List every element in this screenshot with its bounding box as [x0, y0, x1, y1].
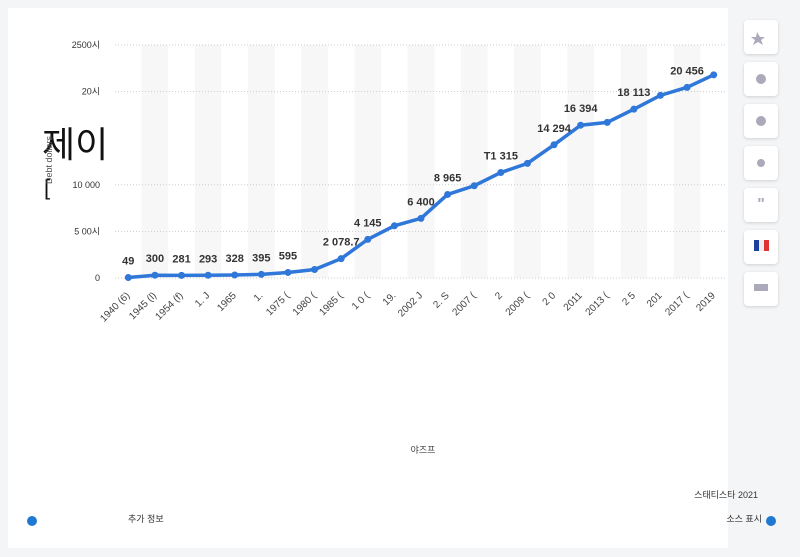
data-label: T1 315 [484, 151, 518, 163]
band-shade [248, 45, 275, 278]
point [284, 268, 292, 276]
x-tick-label: 1980 ( [291, 290, 319, 318]
point [390, 222, 398, 230]
flag-red [764, 240, 769, 251]
point [603, 118, 611, 126]
source-icon [766, 516, 776, 526]
overlay-bracket: [ [44, 175, 50, 200]
x-tick-label: 2017 ( [663, 290, 691, 318]
info-icon [27, 516, 37, 526]
point [497, 169, 505, 177]
x-tick-label: 1. [252, 290, 266, 304]
x-tick-label: 2 5 [620, 290, 638, 308]
data-label: 281 [172, 253, 190, 265]
show-source[interactable]: 소스 표시 [726, 514, 762, 524]
point [417, 214, 425, 222]
band-shade [620, 45, 648, 278]
band-shade [673, 45, 701, 278]
x-tick-label: 2007 ( [451, 290, 479, 318]
point [364, 235, 372, 243]
x-tick-label: 2 0 [541, 290, 559, 308]
gear-icon [756, 116, 766, 126]
x-tick-label: 1 0 ( [350, 290, 372, 312]
flag-white [759, 240, 764, 251]
data-label: 300 [146, 253, 164, 265]
x-tick-label: 2013 ( [584, 290, 612, 318]
band-shade [460, 45, 488, 278]
x-tick-label: 1975 ( [264, 290, 292, 318]
band-shade [141, 45, 169, 278]
share-icon [757, 159, 765, 167]
x-tick-label: 2019 [694, 290, 718, 314]
overlay-title: 제이 [42, 124, 108, 165]
point [151, 271, 159, 279]
data-label: 16 394 [564, 103, 599, 115]
y-tick-label: 0 [95, 273, 100, 283]
x-tick-label: 1940 (6) [98, 290, 132, 324]
x-tick-label: 2009 ( [504, 290, 532, 318]
data-label: 4 145 [354, 217, 382, 229]
more-info[interactable]: 추가 정보 [128, 514, 164, 524]
point [257, 270, 265, 278]
band-shade [407, 45, 435, 278]
x-tick-label: 2. S [431, 290, 452, 311]
point [577, 121, 585, 129]
x-tick-label: 1945 (l) [127, 290, 159, 322]
point [124, 274, 132, 282]
point [656, 91, 664, 99]
point [178, 271, 186, 279]
x-tick-label: 19. [381, 290, 399, 308]
x-tick-label: 2 [493, 290, 505, 302]
y-tick-label: 20시 [82, 87, 100, 97]
data-label: 49 [122, 256, 134, 268]
point [523, 159, 531, 167]
x-tick-label: 1985 ( [317, 290, 345, 318]
flag-blue [754, 240, 759, 251]
point [337, 255, 345, 263]
band-shade [194, 45, 222, 278]
point [710, 71, 718, 79]
data-label: 18 113 [617, 87, 650, 99]
x-tick-label: 1965 [215, 290, 239, 314]
data-label: 293 [199, 253, 217, 265]
y-axis-label: Debt dollars [44, 135, 54, 184]
point [204, 271, 212, 279]
data-label: 6 400 [407, 196, 435, 208]
data-label: 2 078.7 [323, 237, 360, 249]
data-label: 20 456 [670, 65, 704, 77]
x-tick-label: 2002 J [396, 290, 425, 319]
x-tick-label: 2011 [562, 290, 585, 313]
point [231, 271, 239, 279]
point [550, 141, 558, 149]
data-label: 328 [226, 253, 244, 265]
point [444, 190, 452, 198]
x-tick-label: 1. J [193, 290, 212, 309]
point [630, 105, 638, 113]
quote-icon: " [757, 196, 765, 213]
y-tick-label: 10 000 [72, 180, 100, 190]
star-icon [751, 32, 765, 45]
point [470, 182, 478, 190]
data-label: 8 965 [434, 172, 462, 184]
band-shade [301, 45, 328, 278]
band-shade [567, 45, 594, 278]
bell-icon [756, 74, 766, 84]
data-label: 14 294 [537, 123, 572, 135]
copyright[interactable]: 스태티스타 2021 [694, 490, 758, 500]
point [683, 83, 691, 91]
y-tick-label: 5 00시 [74, 226, 100, 236]
cite-button[interactable] [744, 188, 778, 222]
data-label: 595 [279, 250, 297, 262]
point [311, 266, 319, 274]
data-label: 395 [252, 252, 270, 264]
x-axis-label: 야즈프 [411, 445, 436, 455]
x-tick-label: 201 [645, 290, 665, 310]
x-tick-label: 1954 (f) [153, 290, 185, 322]
y-tick-label: 2500시 [72, 40, 100, 50]
print-icon [754, 284, 768, 291]
